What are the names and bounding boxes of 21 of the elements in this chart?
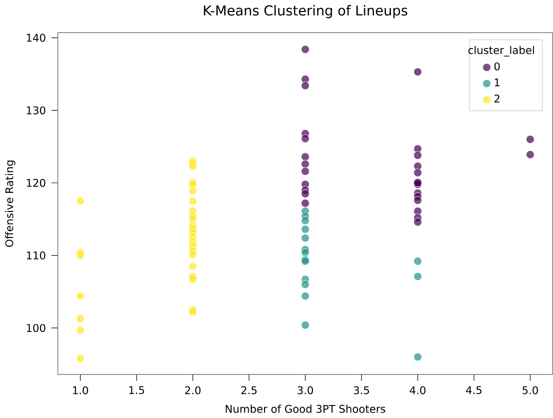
chart-title: K-Means Clustering of Lineups [204, 5, 408, 18]
x-tick-label: 5.0 [522, 386, 538, 394]
y-tick-label: 110 [26, 251, 46, 260]
x-tick-label: 2.5 [241, 386, 257, 394]
y-axis-title: Offensive Rating [5, 160, 16, 247]
y-tick-label: 100 [26, 324, 46, 332]
x-tick-label: 3.0 [298, 386, 313, 394]
y-tick-label: 130 [26, 106, 46, 114]
x-tick-label: 1.0 [73, 386, 88, 394]
x-axis-title: Number of Good 3PT Shooters [226, 404, 386, 413]
y-tick-label: 120 [26, 178, 46, 187]
x-tick-label: 4.0 [410, 386, 426, 394]
legend-label: 1 [494, 78, 500, 86]
x-tick-label: 3.5 [354, 386, 370, 394]
legend-label: 2 [494, 94, 500, 103]
x-tick-label: 4.5 [466, 386, 482, 394]
x-tick-label: 2.0 [185, 386, 201, 394]
legend-label: 0 [494, 62, 500, 70]
x-tick-label: 1.5 [129, 386, 144, 394]
legend-title: cluster_label [468, 46, 534, 57]
y-tick-label: 140 [26, 34, 46, 42]
